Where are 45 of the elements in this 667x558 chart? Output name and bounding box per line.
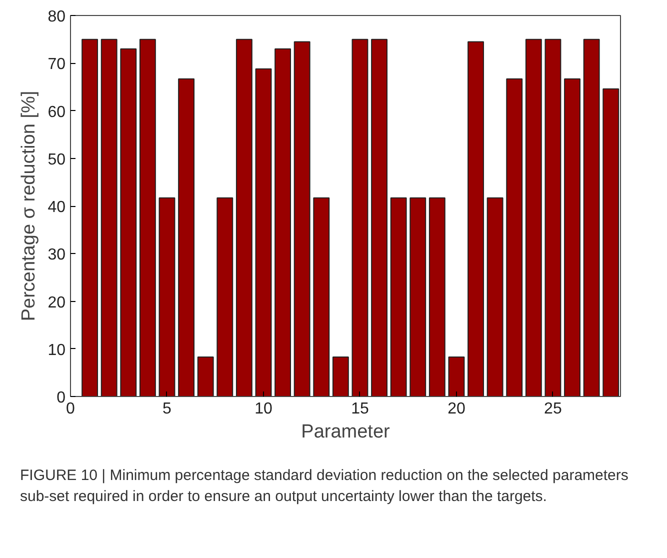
y-tick-label: 40 bbox=[48, 199, 66, 216]
y-tick-label: 60 bbox=[48, 104, 66, 121]
bar bbox=[120, 48, 137, 396]
bar bbox=[158, 197, 176, 396]
y-tick-label: 70 bbox=[48, 56, 66, 74]
y-tick-label: 20 bbox=[48, 294, 66, 312]
bar bbox=[525, 38, 542, 396]
caption: FIGURE 10 | Minimum percentage standard deviation reduction on the selected parameters sub-set required in order to ensure an output uncertainty lower than the targets. bbox=[20, 466, 630, 508]
bar bbox=[139, 38, 156, 396]
bar bbox=[352, 38, 368, 396]
bar bbox=[100, 38, 118, 396]
bar bbox=[82, 38, 98, 396]
bar bbox=[178, 78, 195, 396]
x-tick-label: 10 bbox=[254, 400, 272, 418]
bar bbox=[371, 38, 388, 396]
bar bbox=[410, 197, 426, 396]
bar bbox=[448, 356, 465, 396]
bar bbox=[583, 38, 600, 396]
bar bbox=[468, 41, 484, 396]
bar bbox=[332, 356, 349, 396]
bar bbox=[428, 197, 446, 396]
bar bbox=[506, 78, 523, 396]
y-tick-label: 0 bbox=[56, 390, 66, 406]
bar bbox=[313, 197, 330, 396]
x-tick-label: 20 bbox=[448, 400, 466, 418]
bar bbox=[236, 38, 252, 396]
y-tick-label: 50 bbox=[48, 151, 66, 168]
x-tick-label: 25 bbox=[544, 400, 562, 418]
x-tick-label: 5 bbox=[162, 400, 172, 418]
bar bbox=[255, 68, 272, 396]
bar bbox=[544, 38, 562, 396]
y-axis-title: Percentage σ reduction [%] bbox=[18, 90, 40, 322]
bar bbox=[197, 356, 214, 396]
y-tick-label: 10 bbox=[48, 342, 66, 359]
x-axis-title: Parameter bbox=[301, 422, 391, 442]
bar bbox=[216, 197, 234, 396]
x-tick-label: 15 bbox=[351, 400, 369, 418]
bar bbox=[390, 197, 407, 396]
y-tick-label: 80 bbox=[48, 8, 66, 26]
bar bbox=[486, 197, 504, 396]
bar bbox=[602, 88, 620, 396]
bar bbox=[564, 78, 580, 396]
bar bbox=[274, 48, 291, 396]
y-tick-label: 30 bbox=[48, 246, 66, 264]
bar bbox=[294, 41, 310, 396]
